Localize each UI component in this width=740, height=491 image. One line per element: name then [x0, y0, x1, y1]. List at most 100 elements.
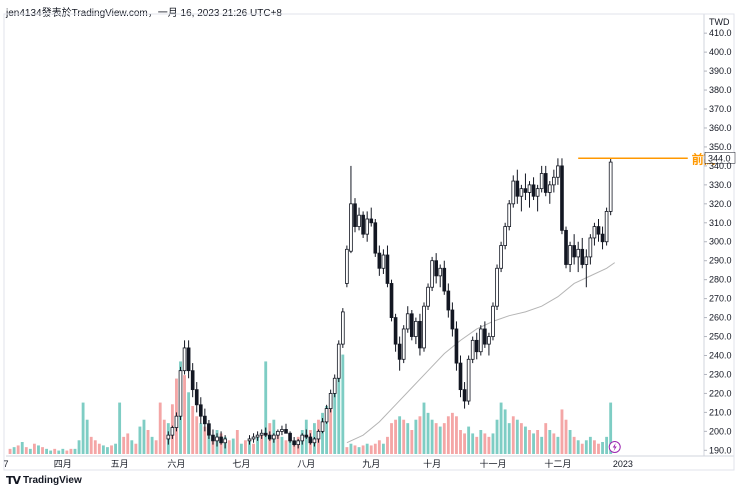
candle-body	[324, 408, 329, 423]
y-tick-label: 230.0	[709, 369, 732, 379]
volume-bar	[414, 419, 418, 454]
candle-body	[527, 184, 532, 193]
y-tick-label: 200.0	[709, 426, 732, 436]
volume-bar	[154, 440, 158, 454]
y-tick-label: 270.0	[709, 294, 732, 304]
volume-bar	[122, 436, 126, 454]
x-tick-label: 十二月	[544, 458, 571, 469]
volume-bar	[264, 361, 268, 454]
candle-body	[328, 393, 333, 409]
candle-body	[568, 245, 572, 265]
volume-bar	[333, 385, 337, 454]
volume-bar	[548, 430, 552, 454]
y-tick-label: 280.0	[709, 275, 732, 285]
volume-bar	[337, 347, 341, 454]
y-tick-label: 190.0	[709, 445, 732, 455]
candle-body	[223, 438, 227, 444]
candle-body	[349, 203, 353, 252]
y-tick-label: 350.0	[709, 142, 732, 152]
volume-bar	[450, 412, 454, 454]
candle-body	[304, 434, 309, 438]
volume-bar	[158, 402, 162, 454]
candle-body	[608, 161, 613, 212]
price-axis[interactable]: 190.0 200.0 210.0 220.0 230.0 240.0 250.0 260.0…	[704, 17, 732, 455]
volume-bar	[491, 433, 495, 454]
volume-bar	[475, 436, 479, 454]
candle-body	[316, 430, 321, 440]
candle-body	[531, 184, 536, 197]
volume-bar	[422, 402, 426, 454]
y-tick-label: 300.0	[709, 237, 732, 247]
volume-bar	[398, 416, 402, 454]
volume-bar	[381, 443, 385, 454]
price-tag-box	[704, 152, 736, 164]
candle-body	[401, 328, 406, 360]
y-tick-label: 250.0	[709, 332, 732, 342]
candle-body	[422, 305, 426, 349]
candle-body	[178, 370, 183, 417]
brand-label: TradingView	[23, 475, 82, 486]
candle-body	[174, 415, 179, 428]
volume-bar	[365, 443, 369, 454]
volume-bar	[41, 447, 44, 454]
volume-bar	[605, 436, 609, 454]
y-tick-label: 290.0	[709, 256, 732, 266]
y-tick-label: 240.0	[709, 351, 732, 361]
tradingview-brand[interactable]: 𝗧𝗩 TradingView	[6, 474, 82, 487]
y-tick-label: 360.0	[709, 123, 732, 133]
volume-bar	[93, 440, 97, 454]
candle-body	[259, 432, 264, 436]
candle-body	[409, 313, 414, 337]
candle-body	[198, 404, 203, 417]
candle-body	[312, 438, 317, 444]
volume-bar	[146, 430, 150, 454]
x-tick-label: 九月	[362, 459, 380, 469]
candle-body	[336, 343, 341, 379]
candle-body	[450, 309, 455, 330]
candle-body	[263, 432, 268, 436]
candle-body	[247, 438, 252, 442]
volume-bar	[106, 447, 109, 454]
volume-bar	[8, 448, 12, 454]
volume-bar	[65, 450, 69, 454]
y-tick-label: 260.0	[709, 313, 732, 323]
candle-body	[600, 233, 605, 243]
candle-body	[466, 358, 471, 402]
candle-body	[474, 339, 479, 353]
candle-body	[478, 328, 483, 353]
candlesticks	[166, 158, 613, 449]
volume-bar	[89, 436, 93, 454]
volume-bar	[357, 447, 361, 454]
candle-body	[405, 313, 410, 330]
candle-body	[483, 328, 487, 345]
candle-body	[519, 188, 524, 197]
candle-body	[454, 328, 459, 364]
candle-body	[446, 290, 451, 311]
volume-bar	[239, 443, 243, 454]
candle-body	[207, 423, 211, 436]
candle-body	[215, 436, 219, 442]
volume-bar	[584, 440, 588, 454]
volume-bar	[552, 433, 556, 454]
volume-bar	[430, 419, 434, 454]
x-tick-label: 十一月	[479, 458, 506, 469]
time-axis[interactable]: 7 四月 五月 六月 七月 八月 九月 十月 十一月 十二月 2023	[3, 458, 632, 469]
candle-body	[361, 214, 365, 235]
volume-bar	[369, 445, 373, 454]
volume-bar	[373, 443, 377, 454]
flash-indicator[interactable]	[608, 441, 621, 453]
volume-bar	[77, 440, 81, 454]
volume-bar	[256, 436, 260, 454]
candle-body	[511, 180, 516, 205]
volume-bar	[519, 423, 523, 454]
candle-body	[584, 256, 589, 265]
y-tick-label: 390.0	[709, 66, 732, 76]
candle-body	[203, 415, 207, 425]
volume-bar	[532, 433, 535, 454]
candle-body	[341, 311, 345, 345]
x-tick-label: 7	[3, 459, 8, 469]
candle-body	[438, 267, 443, 277]
candle-body	[255, 434, 260, 438]
